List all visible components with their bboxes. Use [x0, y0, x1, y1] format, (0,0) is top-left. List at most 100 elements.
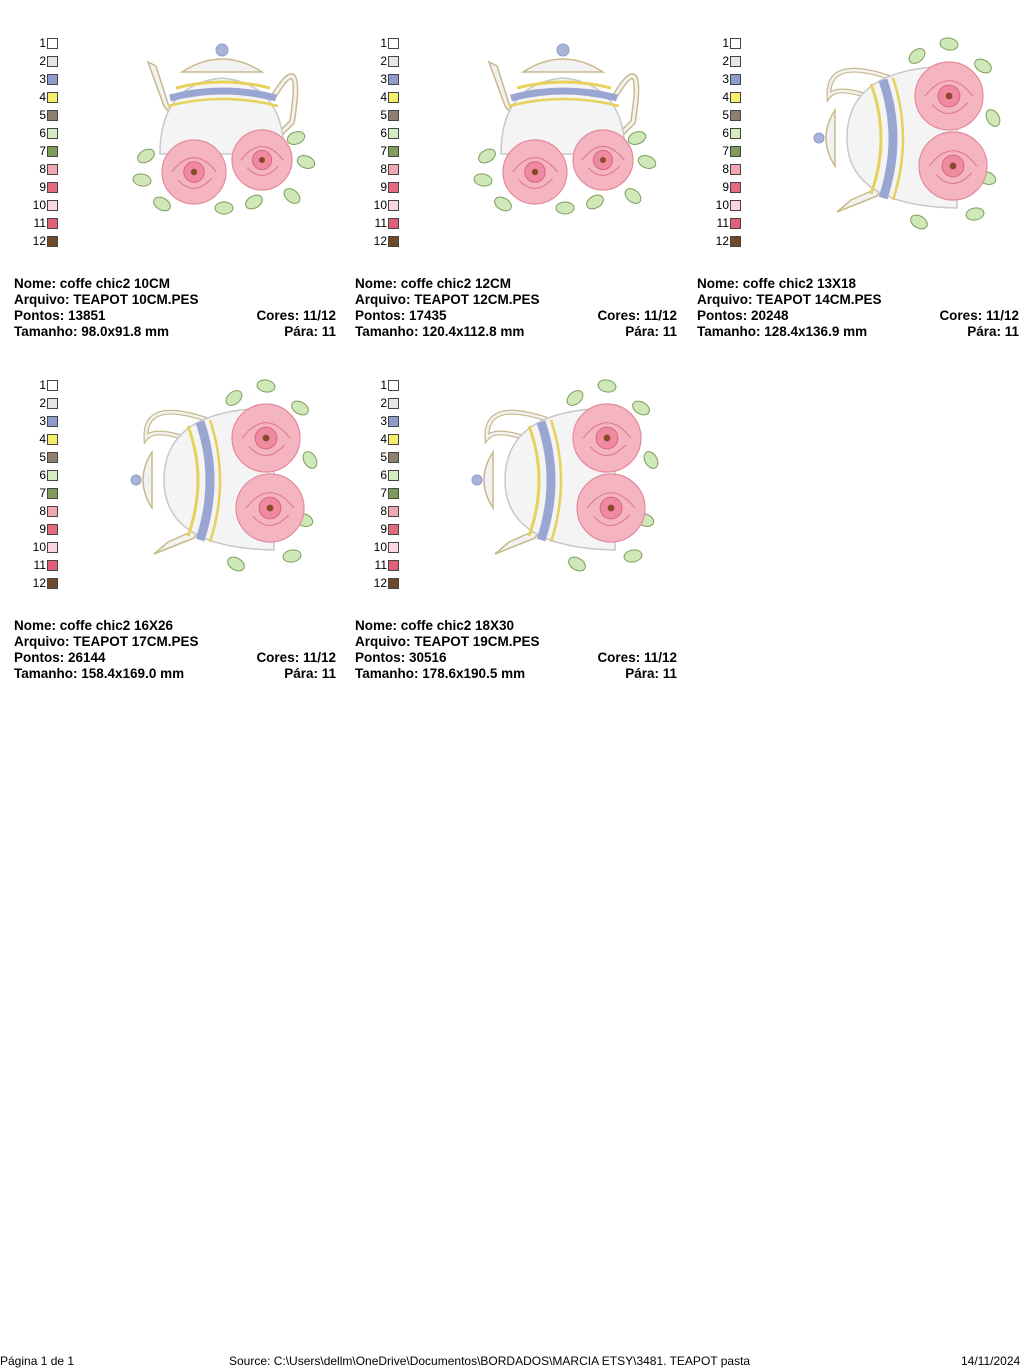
leaf-icon [568, 556, 586, 572]
color-swatch-row: 2 [18, 52, 58, 70]
swatch-number: 8 [722, 162, 729, 176]
leaf-icon [627, 131, 647, 145]
color-swatch-row: 12 [701, 232, 741, 250]
design-name: Nome: coffe chic2 18X30 [355, 618, 515, 633]
design-file: Arquivo: TEAPOT 17CM.PES [14, 634, 199, 649]
swatch-number: 9 [39, 522, 46, 536]
swatch-number: 11 [33, 558, 46, 572]
leaf-icon [643, 451, 659, 469]
color-swatch-row: 8 [359, 502, 399, 520]
swatch-color [388, 433, 399, 445]
swatch-color [388, 469, 399, 481]
swatch-number: 8 [380, 504, 387, 518]
swatch-color [47, 397, 58, 409]
swatch-color [730, 235, 741, 247]
color-swatch-row: 11 [359, 556, 399, 574]
swatch-number: 2 [722, 54, 729, 68]
color-swatch-row: 7 [359, 484, 399, 502]
color-swatch-row: 4 [359, 430, 399, 448]
design-name: Nome: coffe chic2 16X26 [14, 618, 174, 633]
design-stitches: Pontos: 30516 [355, 650, 447, 665]
swatch-color [388, 145, 399, 157]
footer-date: 14/11/2024 [961, 1354, 1021, 1368]
swatch-number: 10 [32, 540, 46, 554]
color-swatch-row: 8 [18, 502, 58, 520]
leaf-icon [908, 48, 926, 64]
design-card-2: 1 2 3 4 5 6 7 8 9 10 11 12 Nome: coffe chic2 12CM Ar… [355, 26, 677, 356]
swatch-number: 12 [32, 234, 46, 248]
leaf-icon [632, 400, 650, 416]
swatch-color [47, 91, 58, 103]
teapot-illustration [813, 37, 1001, 230]
design-name: Nome: coffe chic2 13X18 [697, 276, 857, 291]
color-swatch-row: 8 [701, 160, 741, 178]
swatch-number: 10 [373, 198, 387, 212]
color-swatch-row: 2 [359, 52, 399, 70]
swatch-number: 1 [380, 378, 387, 392]
color-swatch-row: 2 [18, 394, 58, 412]
rose-icon [231, 129, 293, 191]
swatch-number: 4 [380, 432, 387, 446]
design-stops: Pára: 11 [967, 324, 1019, 339]
design-stitches: Pontos: 20248 [697, 308, 789, 323]
leaf-icon [225, 390, 243, 406]
swatch-number: 1 [380, 36, 387, 50]
color-swatch-row: 9 [359, 178, 399, 196]
leaf-icon [494, 196, 512, 212]
leaf-icon [473, 173, 493, 187]
swatch-color [730, 91, 741, 103]
swatch-color [47, 451, 58, 463]
swatch-color [388, 109, 399, 121]
swatch-number: 3 [39, 72, 46, 86]
teapot-illustration [471, 379, 659, 572]
swatch-number: 4 [380, 90, 387, 104]
swatch-number: 4 [722, 90, 729, 104]
color-swatch-row: 9 [701, 178, 741, 196]
color-swatch-row: 1 [18, 34, 58, 52]
teapot-illustration [473, 43, 657, 215]
design-colors: Cores: 11/12 [597, 308, 677, 323]
swatch-number: 5 [39, 108, 46, 122]
color-swatch-row: 9 [18, 178, 58, 196]
swatch-number: 2 [380, 396, 387, 410]
swatch-color [388, 91, 399, 103]
leaf-icon [296, 155, 316, 169]
swatch-number: 1 [39, 36, 46, 50]
swatch-color [730, 73, 741, 85]
swatch-number: 9 [722, 180, 729, 194]
leaf-icon [910, 214, 928, 230]
color-swatch-row: 3 [359, 70, 399, 88]
swatch-number: 6 [722, 126, 729, 140]
swatch-color [47, 541, 58, 553]
swatch-color [388, 181, 399, 193]
color-swatch-row: 4 [359, 88, 399, 106]
design-info: Nome: coffe chic2 12CM Arquivo: TEAPOT 12… [355, 276, 677, 340]
swatch-color [388, 55, 399, 67]
leaf-icon [586, 194, 604, 210]
color-swatch-row: 10 [18, 538, 58, 556]
swatch-number: 3 [380, 72, 387, 86]
leaf-icon [566, 390, 584, 406]
swatch-number: 10 [715, 198, 729, 212]
color-swatch-row: 12 [18, 232, 58, 250]
swatch-color [388, 37, 399, 49]
swatch-color [388, 397, 399, 409]
swatch-color [388, 487, 399, 499]
leaf-icon [597, 379, 617, 393]
color-swatch-row: 10 [359, 196, 399, 214]
color-swatch-row: 5 [359, 448, 399, 466]
design-preview [124, 26, 344, 246]
swatch-number: 3 [380, 414, 387, 428]
swatch-number: 9 [380, 180, 387, 194]
swatch-number: 9 [39, 180, 46, 194]
swatch-number: 10 [373, 540, 387, 554]
leaf-icon [985, 109, 1001, 127]
color-swatch-row: 6 [359, 124, 399, 142]
teapot-illustration [130, 379, 318, 572]
design-info: Nome: coffe chic2 18X30 Arquivo: TEAPOT 1… [355, 618, 677, 682]
design-info: Nome: coffe chic2 13X18 Arquivo: TEAPOT 1… [697, 276, 1019, 340]
swatch-number: 9 [380, 522, 387, 536]
swatch-color [388, 541, 399, 553]
swatch-color [47, 235, 58, 247]
color-swatch-row: 5 [18, 106, 58, 124]
